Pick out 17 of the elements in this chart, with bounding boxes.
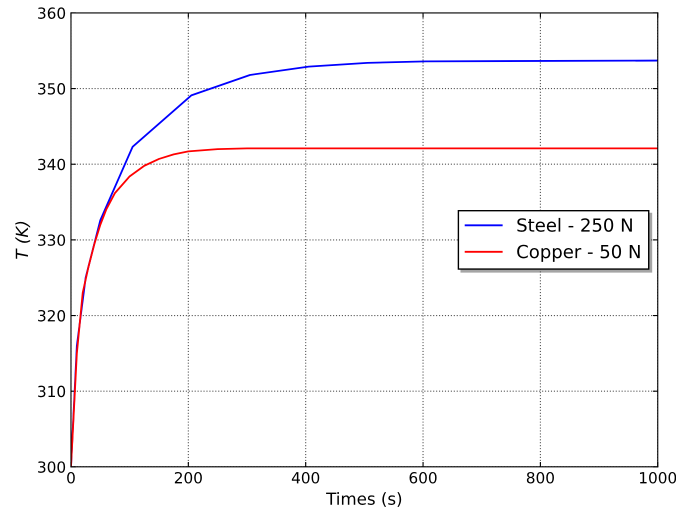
y-tick-label: 300 [38, 461, 66, 473]
x-tick-label: 200 [174, 472, 202, 484]
x-tick-label: 400 [292, 472, 320, 484]
y-tick-label: 330 [38, 234, 66, 246]
y-tick-label: 360 [38, 7, 66, 19]
legend-label: Copper - 50 N [517, 244, 640, 262]
y-tick-label: 350 [38, 83, 66, 95]
x-axis-title: Times (s) [326, 492, 402, 507]
x-tick-label: 600 [410, 472, 437, 484]
x-tick-label: 1000 [640, 472, 676, 484]
y-tick-label: 320 [38, 310, 66, 322]
x-tick-label: 0 [67, 472, 75, 484]
y-tick-label: 340 [38, 158, 66, 170]
x-tick-label: 800 [526, 472, 554, 484]
y-axis-title: T (K) [15, 222, 30, 259]
legend-label: Steel - 250 N [517, 218, 632, 232]
y-tick-label: 310 [38, 386, 66, 398]
